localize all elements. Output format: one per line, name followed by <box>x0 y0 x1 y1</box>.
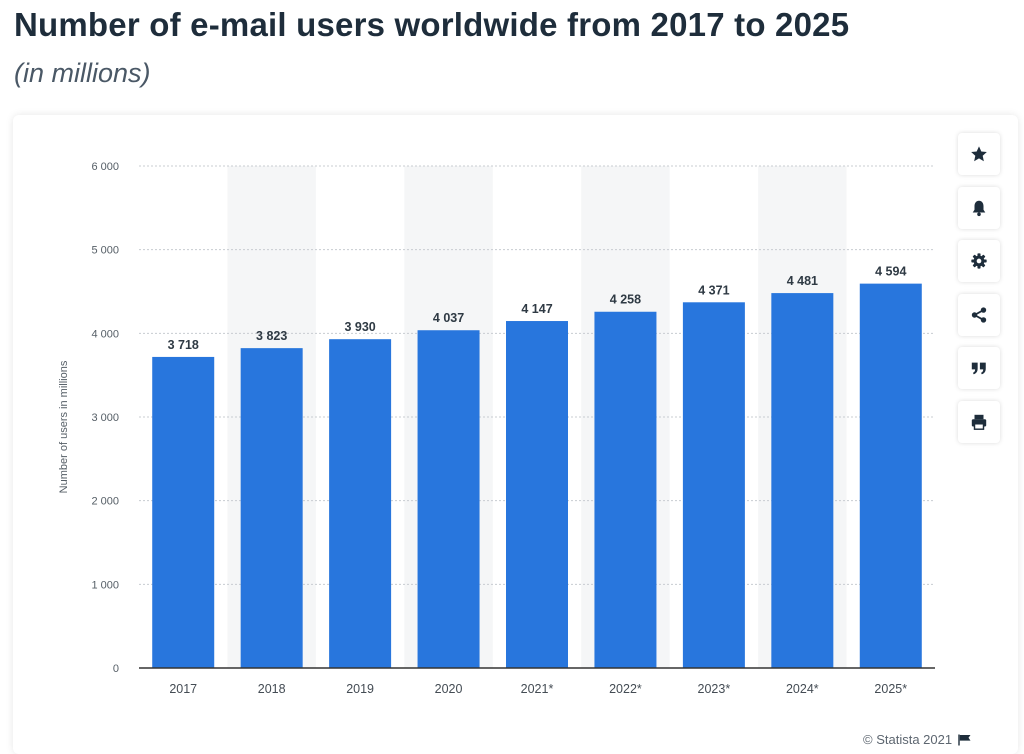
y-tick-label: 3 000 <box>91 412 119 424</box>
data-label: 4 258 <box>610 293 641 307</box>
bar-2022 <box>594 311 657 668</box>
gear-icon <box>971 253 987 269</box>
y-tick-label: 0 <box>113 663 119 675</box>
data-label: 4 481 <box>787 274 818 288</box>
x-tick-label: 2021* <box>521 682 554 696</box>
bar-2017 <box>152 356 215 668</box>
x-tick-label: 2020 <box>435 682 463 696</box>
x-tick-label: 2025* <box>874 682 907 696</box>
page-subtitle: (in millions) <box>14 58 151 88</box>
x-tick-label: 2022* <box>609 682 642 696</box>
data-label: 3 823 <box>256 329 287 343</box>
credit-text: © Statista 2021 <box>863 732 953 747</box>
page-title: Number of e-mail users worldwide from 20… <box>14 6 850 43</box>
settings-button[interactable] <box>958 240 1000 282</box>
bar-2024 <box>771 293 834 668</box>
star-icon <box>971 146 987 162</box>
x-tick-label: 2019 <box>346 682 374 696</box>
x-tick-label: 2018 <box>258 682 286 696</box>
cite-button[interactable] <box>958 347 1000 389</box>
y-tick-label: 2 000 <box>91 496 119 508</box>
bell-icon <box>972 200 986 217</box>
favorite-button[interactable] <box>958 133 1000 175</box>
y-tick-label: 6 000 <box>91 161 119 173</box>
data-label: 4 037 <box>433 311 464 325</box>
bar-2020 <box>417 330 480 668</box>
data-label: 4 147 <box>521 302 552 316</box>
y-tick-label: 5 000 <box>91 245 119 257</box>
bar-2018 <box>240 348 303 668</box>
notification-button[interactable] <box>958 187 1000 229</box>
quote-icon <box>971 362 986 375</box>
bar-chart: 0 1 000 2 000 3 000 4 000 5 000 6 000 Number of… <box>58 161 935 696</box>
bar-2025 <box>859 283 922 668</box>
data-label: 4 594 <box>875 265 906 279</box>
data-label: 3 718 <box>168 338 199 352</box>
data-label: 4 371 <box>698 283 729 297</box>
chart-card: 0 1 000 2 000 3 000 4 000 5 000 6 000 Number of… <box>13 115 1018 754</box>
flag-icon <box>958 734 971 745</box>
x-tick-label: 2024* <box>786 682 819 696</box>
print-button[interactable] <box>958 401 1000 443</box>
printer-icon <box>971 414 987 430</box>
x-tick-label: 2023* <box>698 682 731 696</box>
bar-2019 <box>329 339 392 668</box>
y-axis-title: Number of users in millions <box>58 360 70 493</box>
bar-2023 <box>682 302 745 668</box>
data-label: 3 930 <box>344 320 375 334</box>
share-icon <box>971 307 987 323</box>
bar-2021 <box>506 321 568 668</box>
y-tick-label: 4 000 <box>91 328 119 340</box>
x-tick-label: 2017 <box>169 682 197 696</box>
source-credit[interactable]: © Statista 2021 <box>863 732 972 747</box>
y-tick-label: 1 000 <box>91 579 119 591</box>
share-button[interactable] <box>958 294 1000 336</box>
